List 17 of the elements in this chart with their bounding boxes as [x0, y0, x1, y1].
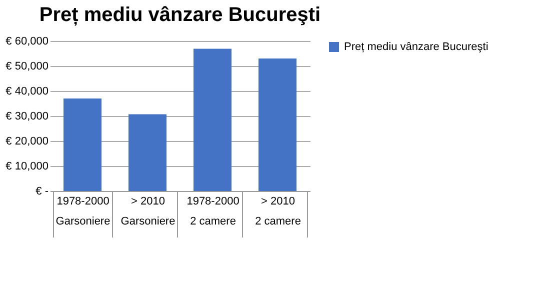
x-tick-label: 1978-2000 Garsoniere	[56, 196, 110, 228]
bar	[194, 48, 232, 191]
x-tick-label: > 2010 2 camere	[255, 196, 301, 228]
y-tick-label: € -	[36, 186, 49, 198]
x-tick-label: 1978-2000 2 camere	[186, 196, 240, 228]
y-tick-label: € 40,000	[6, 86, 48, 98]
legend-label: Preț mediu vânzare Bucureşti	[344, 41, 488, 53]
x-tick-label: > 2010 Garsoniere	[120, 196, 176, 228]
y-tick-label: € 20,000	[6, 136, 48, 148]
chart-title: Preț mediu vânzare Bucureşti	[39, 4, 321, 26]
bar	[64, 98, 102, 191]
bar	[258, 58, 296, 191]
y-tick-label: € 30,000	[6, 110, 48, 122]
y-tick-label: € 60,000	[6, 36, 48, 48]
y-tick-label: € 50,000	[6, 60, 48, 72]
bar	[128, 114, 166, 191]
y-tick-label: € 10,000	[6, 160, 48, 172]
